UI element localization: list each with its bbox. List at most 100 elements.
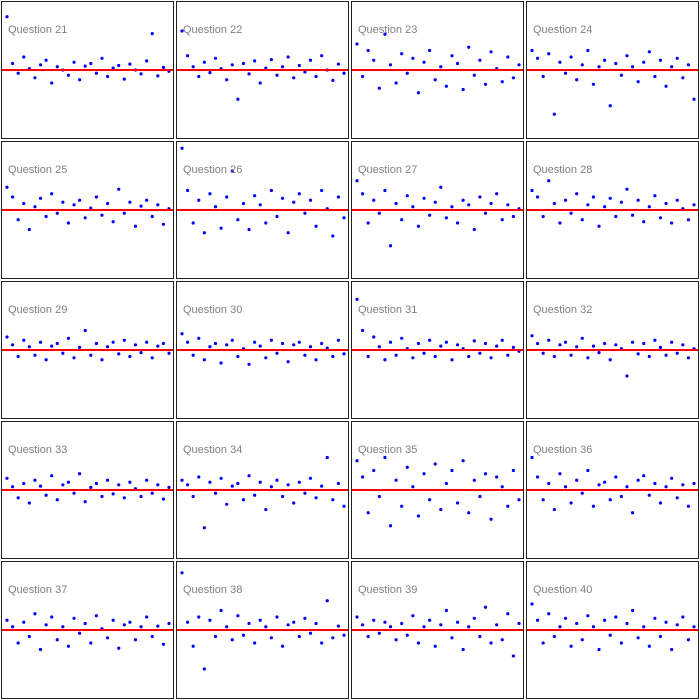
- data-point: [511, 214, 516, 219]
- data-point: [586, 468, 590, 473]
- data-point: [563, 198, 568, 202]
- data-point: [506, 55, 510, 59]
- data-point: [580, 218, 584, 222]
- data-point: [33, 478, 37, 482]
- data-point: [185, 340, 190, 344]
- data-point: [405, 465, 409, 469]
- data-point: [563, 71, 568, 75]
- data-point: [264, 221, 268, 225]
- data-point: [547, 612, 551, 616]
- data-point: [286, 360, 290, 364]
- panel-title: Question 39: [358, 584, 417, 596]
- data-point: [530, 48, 534, 53]
- data-point: [586, 614, 590, 618]
- data-point: [297, 192, 301, 196]
- data-point: [280, 65, 285, 69]
- data-point: [597, 647, 601, 652]
- data-point: [241, 633, 246, 637]
- data-point: [258, 618, 262, 622]
- data-point: [472, 227, 476, 232]
- data-point: [547, 52, 551, 56]
- data-point: [506, 612, 510, 616]
- data-point: [636, 478, 640, 482]
- data-point: [675, 496, 679, 500]
- data-point: [320, 641, 324, 645]
- data-point: [433, 200, 437, 204]
- data-point: [530, 602, 534, 606]
- data-point: [455, 501, 460, 505]
- data-point: [83, 216, 87, 220]
- data-point: [597, 224, 601, 228]
- data-point: [105, 636, 110, 640]
- data-point: [552, 634, 556, 639]
- data-point: [383, 32, 387, 36]
- data-point: [658, 501, 663, 505]
- data-point: [258, 344, 262, 348]
- data-point: [44, 358, 48, 362]
- data-point: [33, 612, 37, 616]
- data-point: [286, 55, 290, 59]
- data-point: [314, 224, 318, 228]
- data-point: [280, 341, 285, 346]
- data-point: [225, 78, 229, 82]
- data-point: [44, 493, 48, 497]
- data-point: [83, 328, 87, 333]
- data-point: [455, 343, 460, 347]
- data-point: [586, 203, 590, 207]
- data-point: [383, 455, 387, 460]
- data-point: [360, 623, 365, 627]
- data-point: [563, 485, 568, 489]
- data-point: [405, 633, 409, 637]
- data-point: [686, 504, 691, 508]
- data-point: [22, 201, 26, 206]
- data-point: [303, 491, 307, 495]
- data-point: [258, 480, 262, 484]
- data-point: [342, 71, 346, 75]
- data-point: [422, 472, 426, 476]
- data-point: [552, 507, 556, 512]
- data-point: [517, 621, 521, 626]
- data-point: [360, 74, 365, 79]
- data-point: [642, 474, 646, 478]
- data-point: [297, 634, 301, 639]
- data-point: [264, 625, 268, 629]
- data-point: [253, 340, 257, 344]
- data-point: [213, 341, 218, 346]
- data-point: [500, 338, 504, 342]
- data-point: [444, 340, 448, 344]
- data-point: [320, 188, 324, 193]
- data-point: [253, 59, 257, 63]
- data-point: [636, 198, 640, 202]
- data-point: [253, 493, 257, 497]
- data-point: [411, 614, 415, 618]
- data-point: [44, 623, 48, 627]
- data-point: [478, 195, 482, 199]
- data-point: [16, 218, 20, 222]
- data-point: [541, 351, 545, 355]
- data-point: [150, 356, 154, 360]
- data-point: [394, 478, 398, 482]
- data-point: [366, 221, 370, 225]
- data-point: [208, 345, 212, 349]
- data-point: [422, 196, 426, 200]
- data-point: [478, 634, 482, 639]
- data-point: [591, 344, 596, 348]
- data-point: [122, 211, 126, 215]
- data-point: [72, 60, 76, 64]
- data-point: [411, 485, 415, 489]
- data-point: [394, 638, 398, 642]
- data-point: [72, 616, 76, 620]
- data-point: [213, 634, 218, 639]
- data-point: [355, 459, 359, 463]
- data-point: [83, 621, 87, 626]
- data-point: [569, 644, 573, 648]
- data-point: [117, 352, 121, 356]
- data-point: [5, 185, 9, 189]
- data-point: [675, 56, 679, 60]
- data-point: [372, 335, 376, 339]
- data-point: [150, 214, 154, 219]
- data-point: [366, 48, 370, 53]
- data-point: [400, 52, 404, 56]
- data-point: [219, 476, 223, 480]
- data-point: [208, 480, 212, 484]
